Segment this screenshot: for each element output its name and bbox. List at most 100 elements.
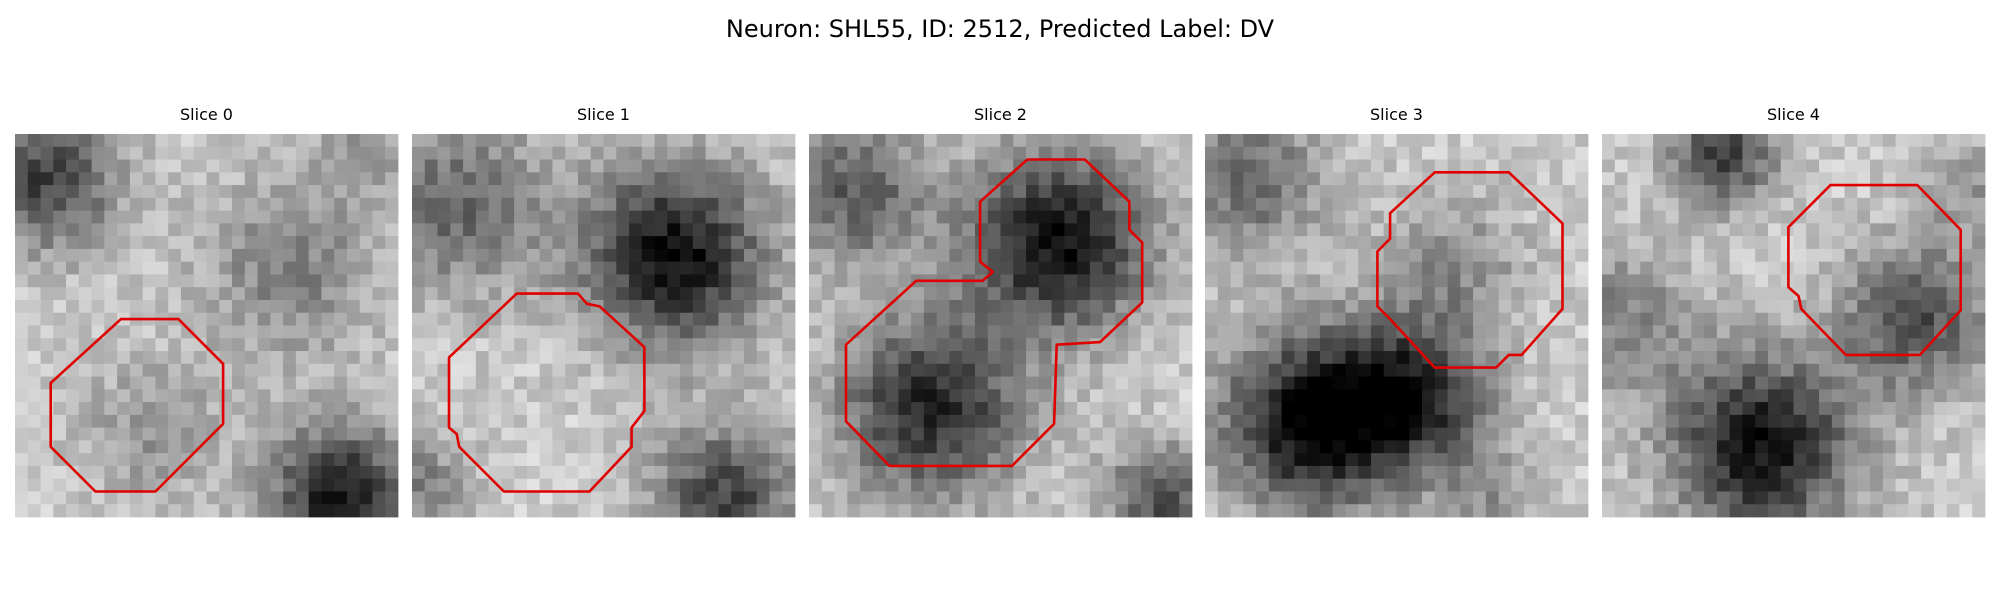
pixel xyxy=(1549,325,1563,339)
pixel xyxy=(1447,159,1461,173)
pixel xyxy=(129,389,144,403)
pixel xyxy=(1729,338,1743,352)
pixel xyxy=(1447,440,1461,454)
pixel xyxy=(1793,146,1807,160)
pixel xyxy=(654,453,668,467)
pixel xyxy=(219,376,233,390)
pixel xyxy=(1434,312,1448,326)
pixel xyxy=(1256,453,1270,467)
pixel xyxy=(1140,261,1155,275)
pixel xyxy=(1281,351,1295,365)
pixel xyxy=(1307,376,1321,390)
pixel xyxy=(1153,376,1167,390)
pixel xyxy=(1755,363,1769,377)
pixel xyxy=(91,248,105,263)
pixel xyxy=(463,134,477,148)
pixel xyxy=(834,338,848,352)
pixel xyxy=(769,248,783,263)
pixel xyxy=(1767,299,1782,314)
pixel xyxy=(603,210,617,224)
pixel xyxy=(872,453,886,467)
pixel xyxy=(1153,414,1167,429)
pixel xyxy=(923,465,938,480)
pixel xyxy=(232,197,246,211)
pixel xyxy=(1422,376,1436,390)
pixel xyxy=(1294,146,1308,160)
pixel xyxy=(1921,389,1935,403)
pixel xyxy=(385,453,399,467)
pixel xyxy=(1933,197,1948,211)
pixel xyxy=(1536,478,1551,492)
pixel xyxy=(424,274,438,288)
pixel xyxy=(206,287,220,301)
pixel xyxy=(1972,134,1986,148)
pixel xyxy=(1319,312,1334,326)
pixel xyxy=(1153,299,1167,314)
pixel xyxy=(885,504,899,518)
pixel xyxy=(705,440,719,454)
pixel xyxy=(641,414,655,429)
pixel xyxy=(1473,223,1487,237)
pixel xyxy=(1536,376,1551,390)
pixel xyxy=(1319,325,1334,339)
pixel xyxy=(270,248,284,263)
pixel xyxy=(1665,427,1679,441)
pixel xyxy=(1755,478,1769,492)
pixel xyxy=(769,491,783,505)
pixel xyxy=(667,491,681,505)
pixel xyxy=(1562,338,1576,352)
pixel xyxy=(526,197,541,211)
pixel xyxy=(283,236,297,250)
pixel xyxy=(1396,261,1410,275)
pixel xyxy=(641,504,655,518)
pixel xyxy=(1166,338,1180,352)
pixel xyxy=(1256,465,1270,480)
pixel xyxy=(1602,478,1616,492)
pixel xyxy=(718,223,732,237)
pixel xyxy=(756,172,770,186)
pixel xyxy=(1524,172,1538,186)
pixel xyxy=(692,134,707,148)
pixel xyxy=(1307,453,1321,467)
pixel xyxy=(769,172,783,186)
pixel xyxy=(1614,491,1628,505)
pixel xyxy=(206,389,220,403)
pixel xyxy=(142,351,156,365)
pixel xyxy=(1294,491,1308,505)
pixel xyxy=(1780,351,1794,365)
pixel xyxy=(78,287,92,301)
pixel xyxy=(936,465,950,480)
pixel xyxy=(987,223,1001,237)
pixel xyxy=(321,491,335,505)
pixel xyxy=(1358,197,1372,211)
pixel xyxy=(1857,197,1871,211)
slice-panel xyxy=(15,134,399,518)
pixel xyxy=(1511,223,1525,237)
pixel xyxy=(372,465,386,480)
pixel xyxy=(1549,504,1563,518)
pixel xyxy=(1870,427,1884,441)
pixel xyxy=(66,414,80,429)
pixel xyxy=(974,440,989,454)
pixel xyxy=(603,351,617,365)
pixel xyxy=(1230,389,1244,403)
pixel xyxy=(1653,172,1667,186)
pixel xyxy=(898,325,912,339)
pixel xyxy=(1038,338,1052,352)
pixel xyxy=(1332,504,1346,518)
pixel xyxy=(1793,478,1807,492)
pixel xyxy=(78,248,92,263)
pixel xyxy=(577,185,592,199)
pixel xyxy=(962,210,976,224)
pixel xyxy=(27,376,41,390)
pixel xyxy=(1140,236,1155,250)
pixel xyxy=(1217,453,1231,467)
pixel xyxy=(1831,504,1845,518)
pixel xyxy=(1882,287,1897,301)
pixel xyxy=(769,351,783,365)
pixel xyxy=(1319,172,1334,186)
pixel xyxy=(117,146,131,160)
pixel xyxy=(1473,363,1487,377)
pixel xyxy=(705,376,719,390)
pixel xyxy=(809,261,823,275)
